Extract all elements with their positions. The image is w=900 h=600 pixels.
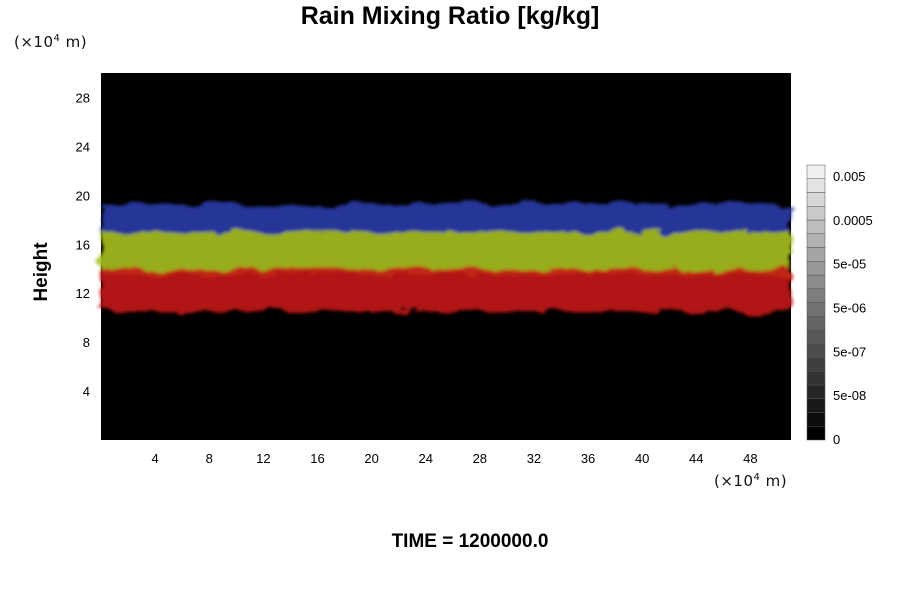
colorbar-label: 5e-05 — [833, 257, 866, 272]
colorbar-cell — [806, 426, 826, 441]
colorbar-cell — [806, 178, 826, 193]
rain-layer-1 — [101, 232, 791, 275]
colorbar-cell — [806, 343, 826, 358]
colorbar-label: 5e-06 — [833, 301, 866, 316]
chart-title: Rain Mixing Ratio [kg/kg] — [300, 2, 600, 30]
y-tick-labels: 4 8 12 16 20 24 28 — [76, 90, 90, 399]
colorbar-cell — [806, 384, 826, 399]
y-axis-unit: (×104 m) — [14, 33, 88, 51]
colorbar-cell — [806, 316, 826, 331]
x-tick-label: 12 — [256, 451, 270, 466]
colorbar-cell — [806, 261, 826, 276]
y-tick-label: 24 — [76, 139, 90, 154]
x-tick-label: 8 — [206, 451, 213, 466]
colorbar-cell — [806, 288, 826, 303]
colorbar-cell — [806, 206, 826, 221]
time-label: TIME = 1200000.0 — [391, 531, 549, 552]
x-tick-label: 4 — [152, 451, 159, 466]
colorbar-cell — [806, 412, 826, 427]
y-tick-label: 20 — [76, 188, 90, 203]
x-axis-unit: (×104 m) — [714, 472, 788, 490]
rain-layer-0 — [101, 203, 791, 233]
colorbar-cell — [806, 192, 826, 207]
x-tick-label: 20 — [364, 451, 378, 466]
x-tick-label: 16 — [310, 451, 324, 466]
colorbar-cell — [806, 164, 826, 179]
y-tick-label: 16 — [76, 237, 90, 252]
y-tick-label: 28 — [76, 90, 90, 105]
colorbar-cell — [806, 398, 826, 413]
colorbar-label: 5e-07 — [833, 344, 866, 359]
colorbar-label: 0 — [833, 432, 840, 447]
x-tick-label: 24 — [418, 451, 432, 466]
x-tick-label: 32 — [527, 451, 541, 466]
colorbar — [806, 164, 826, 441]
x-tick-labels: 4 8 12 16 20 24 28 32 36 40 44 48 — [152, 451, 758, 466]
colorbar-cell — [806, 302, 826, 317]
colorbar-cell — [806, 219, 826, 234]
rain-layer-2 — [101, 268, 791, 312]
x-tick-label: 48 — [743, 451, 757, 466]
x-tick-label: 40 — [635, 451, 649, 466]
y-tick-label: 8 — [83, 335, 90, 350]
x-tick-label: 36 — [581, 451, 595, 466]
colorbar-labels: 0 5e-08 5e-07 5e-06 5e-05 0.0005 0.005 — [833, 169, 873, 447]
colorbar-cell — [806, 357, 826, 372]
colorbar-label: 0.0005 — [833, 213, 873, 228]
x-tick-label: 44 — [689, 451, 703, 466]
colorbar-cell — [806, 274, 826, 289]
colorbar-cell — [806, 371, 826, 386]
rain-field — [101, 203, 791, 312]
colorbar-cell — [806, 233, 826, 248]
colorbar-label: 0.005 — [833, 169, 866, 184]
y-tick-label: 12 — [76, 286, 90, 301]
colorbar-cell — [806, 329, 826, 344]
x-tick-label: 28 — [473, 451, 487, 466]
colorbar-cell — [806, 247, 826, 262]
colorbar-label: 5e-08 — [833, 388, 866, 403]
y-tick-label: 4 — [83, 384, 90, 399]
